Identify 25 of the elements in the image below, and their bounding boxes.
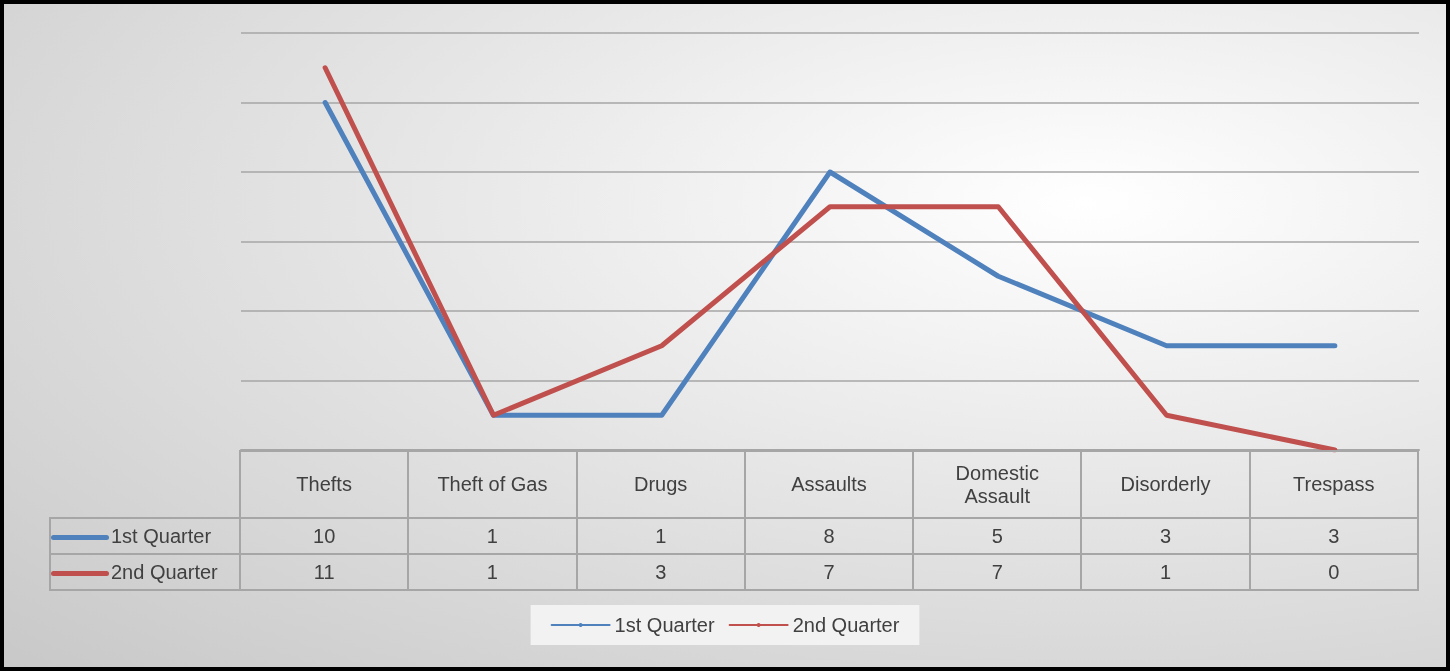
x-tick-label: Thefts (240, 451, 409, 518)
x-tick-label: Domestic Assault (913, 451, 1082, 518)
text: 2nd Quarter (792, 614, 900, 636)
x-tick-label: Assaults (744, 451, 914, 518)
data-label: 0 (1249, 554, 1418, 590)
data-label: 1 (408, 518, 577, 554)
data-label: 1 (576, 518, 745, 554)
data-label: 10 (240, 518, 409, 554)
x-tick-label: Drugs (576, 451, 745, 518)
data-label: 8 (744, 518, 914, 554)
data-label: 3 (576, 554, 745, 590)
x-tick-label: Trespass (1249, 451, 1418, 518)
x-tick-label: Theft of Gas (408, 451, 577, 518)
data-label: 3 (1081, 518, 1250, 554)
legend-label: 1st Quarter (50, 518, 240, 554)
data-label: 11 (240, 554, 409, 590)
text: 1st Quarter (614, 614, 715, 636)
data-label: 5 (913, 518, 1082, 554)
x-tick-label: Disorderly (1081, 451, 1250, 518)
data-label: 1 (408, 554, 577, 590)
data-label: 3 (1249, 518, 1418, 554)
data-label: 7 (913, 554, 1082, 590)
data-label: 1 (1081, 554, 1250, 590)
legend-label: 2nd Quarter (50, 554, 240, 590)
data-label: 7 (744, 554, 914, 590)
